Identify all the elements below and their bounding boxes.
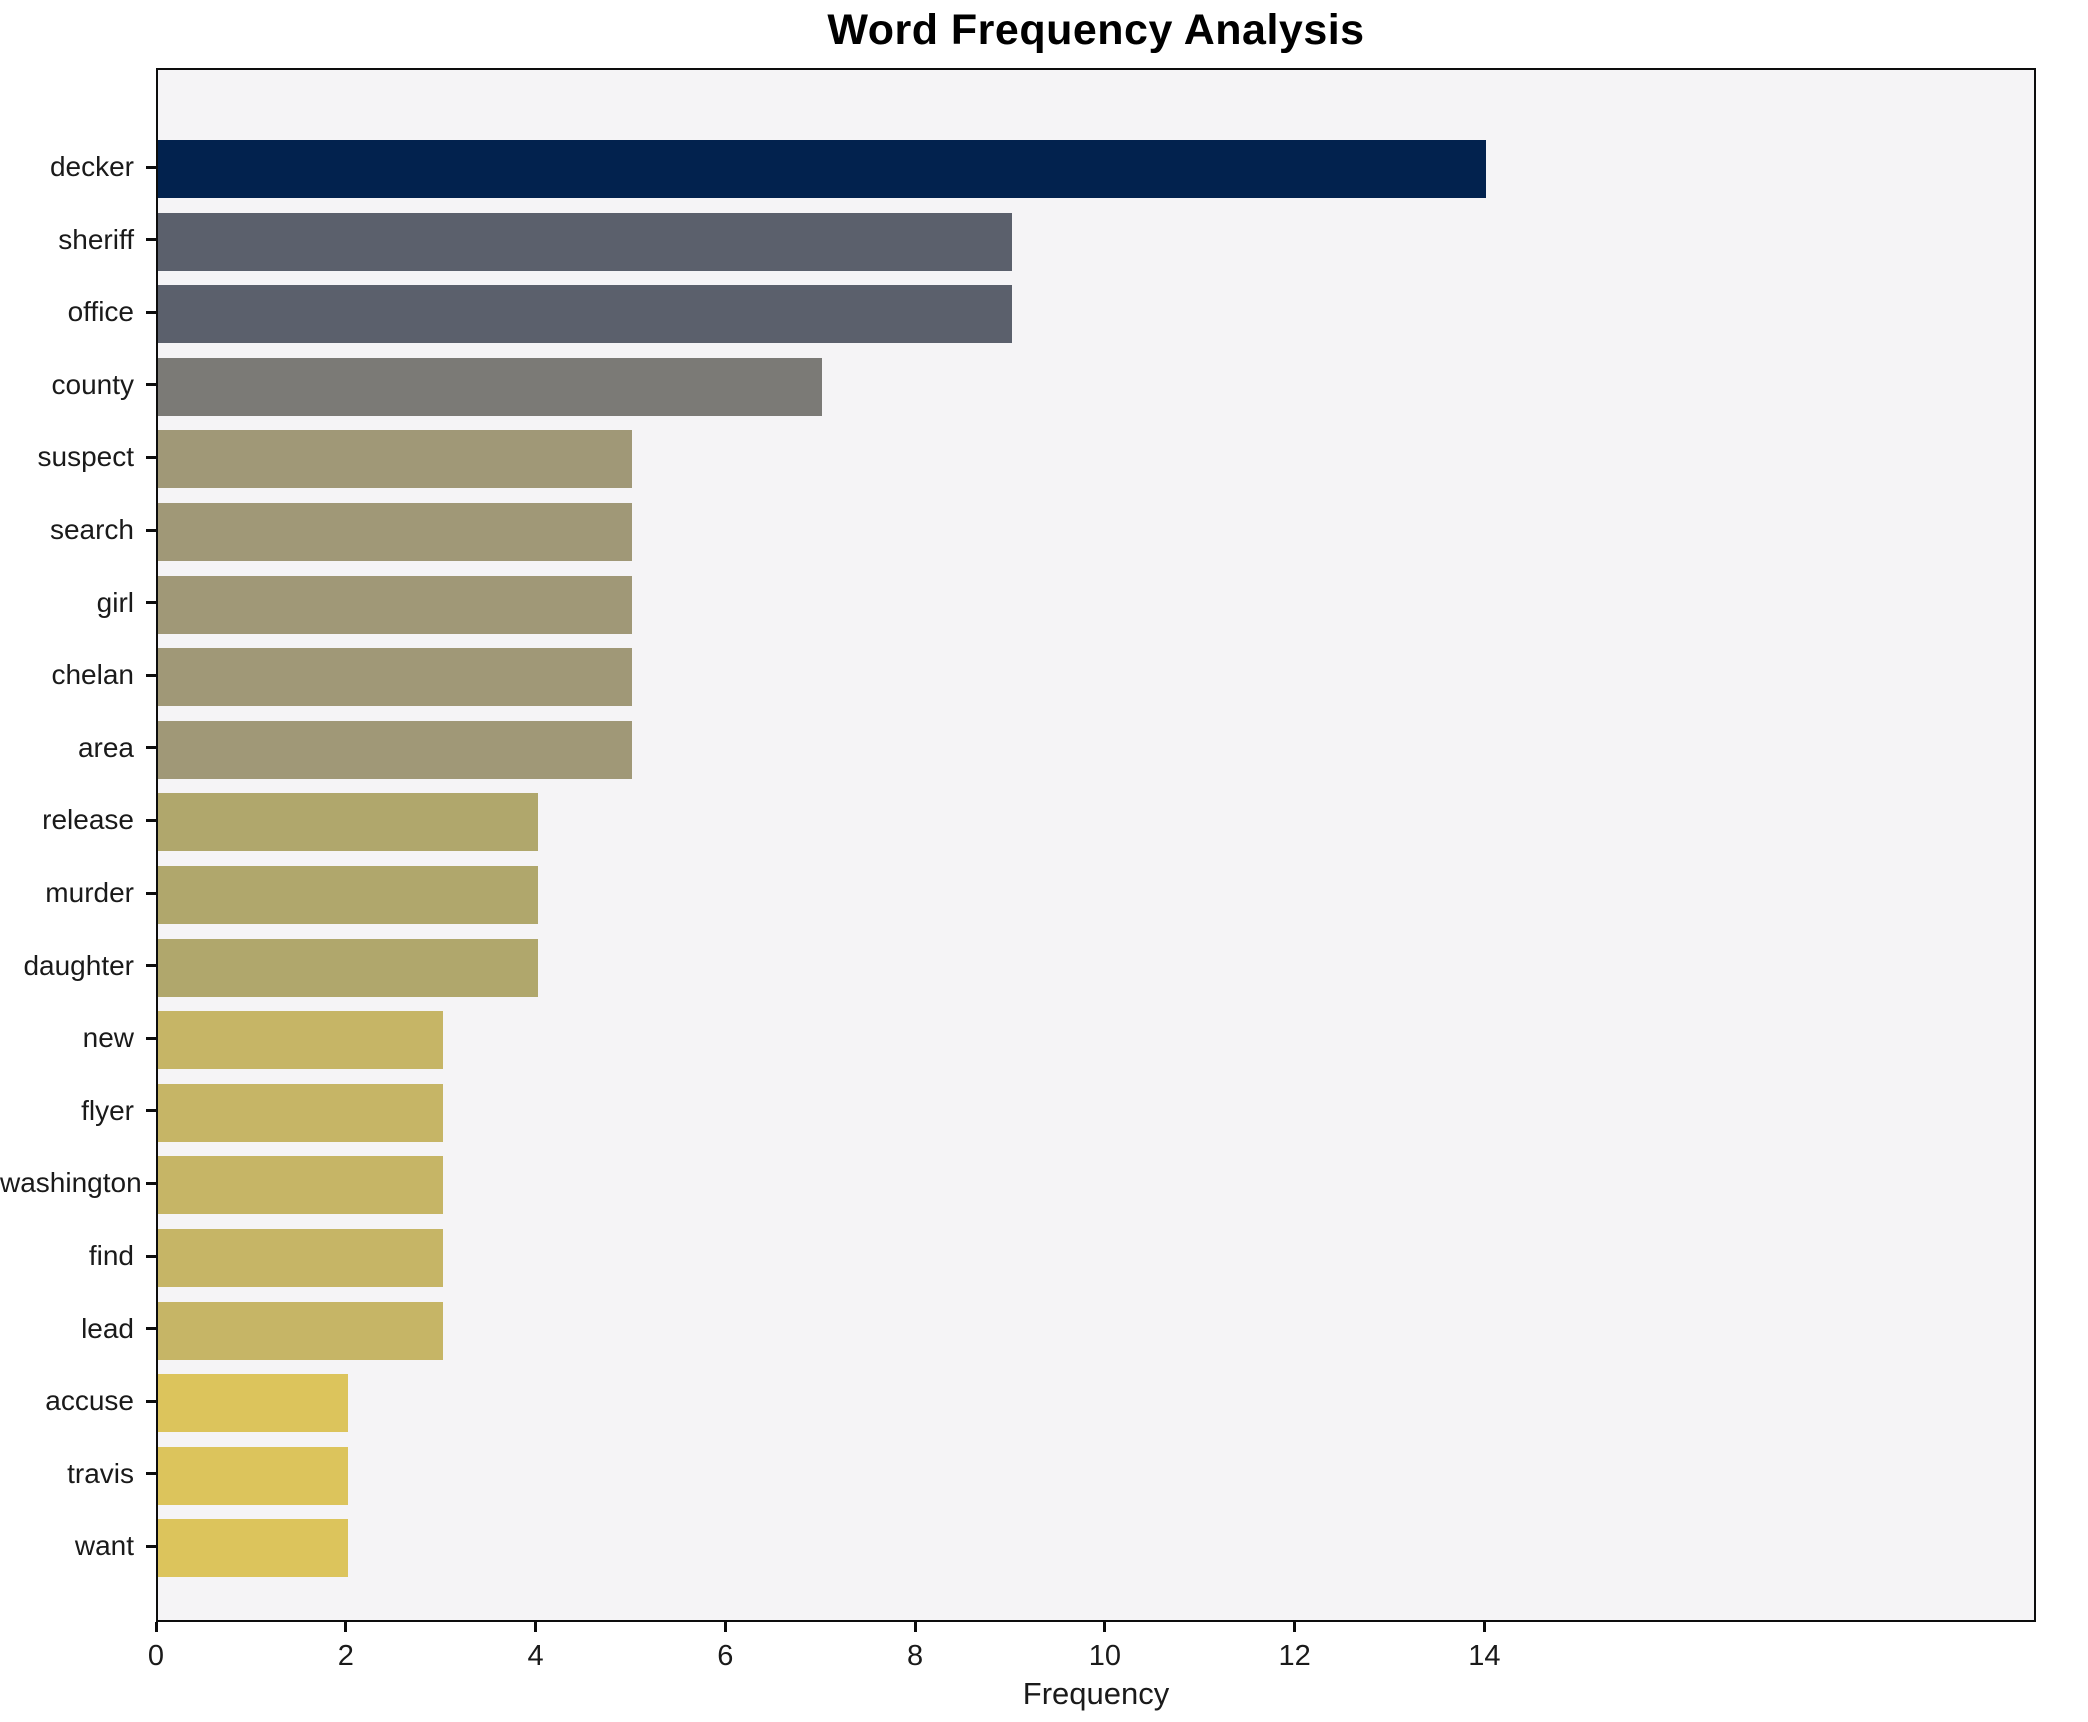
x-tick-label: 6 bbox=[717, 1640, 734, 1672]
bar-search bbox=[158, 503, 633, 561]
y-tick-label: washington bbox=[0, 1167, 142, 1199]
y-tick-label: flyer bbox=[81, 1094, 134, 1126]
y-tick-label: decker bbox=[49, 151, 134, 182]
bar-suspect bbox=[158, 430, 633, 489]
bar-lead bbox=[158, 1301, 443, 1360]
bar-washington bbox=[158, 1156, 443, 1215]
y-tick-mark bbox=[146, 1327, 156, 1331]
y-tick-label: area bbox=[77, 731, 134, 763]
y-tick-mark bbox=[146, 310, 156, 314]
y-tick-label: office bbox=[67, 296, 134, 328]
x-tick-label: 0 bbox=[147, 1640, 165, 1672]
x-tick-mark bbox=[913, 1622, 917, 1632]
y-tick-mark bbox=[146, 673, 156, 677]
bar-travis bbox=[158, 1446, 348, 1505]
bar-sheriff bbox=[158, 212, 1012, 271]
y-tick-mark bbox=[146, 1544, 156, 1548]
x-tick-label: 10 bbox=[1088, 1640, 1121, 1672]
y-tick-label: search bbox=[49, 514, 134, 545]
chart-title: Word Frequency Analysis bbox=[827, 6, 1365, 54]
y-tick-mark bbox=[146, 1254, 156, 1258]
y-tick-label: county bbox=[51, 368, 135, 400]
y-tick-label: daughter bbox=[23, 949, 134, 981]
y-tick-label: chelan bbox=[51, 659, 134, 691]
y-tick-label: want bbox=[74, 1530, 134, 1562]
bar-daughter bbox=[158, 938, 538, 997]
bar-chelan bbox=[158, 648, 633, 707]
bar-accuse bbox=[158, 1374, 348, 1433]
bar-girl bbox=[158, 575, 633, 634]
y-tick-mark bbox=[146, 455, 156, 459]
y-tick-mark bbox=[146, 1181, 156, 1185]
y-tick-mark bbox=[146, 383, 156, 387]
plot-area bbox=[156, 68, 2036, 1622]
y-tick-mark bbox=[146, 528, 156, 532]
bar-office bbox=[158, 285, 1012, 344]
bar-decker bbox=[158, 140, 1487, 198]
y-tick-mark bbox=[146, 238, 156, 242]
y-tick-mark bbox=[146, 165, 156, 169]
bar-county bbox=[158, 357, 823, 416]
x-tick-mark bbox=[1482, 1622, 1486, 1632]
bar-area bbox=[158, 720, 633, 779]
y-tick-mark bbox=[146, 891, 156, 895]
bar-release bbox=[158, 793, 538, 852]
x-tick-mark bbox=[1103, 1622, 1107, 1632]
y-tick-label: girl bbox=[96, 586, 134, 618]
bar-murder bbox=[158, 866, 538, 924]
y-tick-label: accuse bbox=[45, 1385, 134, 1417]
y-tick-mark bbox=[146, 818, 156, 822]
x-tick-mark bbox=[534, 1622, 538, 1632]
x-tick-label: 2 bbox=[337, 1640, 354, 1672]
x-tick-label: 4 bbox=[527, 1640, 544, 1672]
y-tick-mark bbox=[146, 1109, 156, 1113]
y-tick-label: travis bbox=[67, 1457, 134, 1489]
bar-want bbox=[158, 1519, 348, 1578]
x-tick-mark bbox=[344, 1622, 348, 1632]
y-tick-label: lead bbox=[81, 1312, 134, 1344]
x-tick-label: 8 bbox=[907, 1640, 924, 1672]
y-tick-mark bbox=[146, 1399, 156, 1403]
y-tick-label: sheriff bbox=[58, 223, 134, 255]
x-tick-label: 12 bbox=[1278, 1640, 1311, 1672]
y-tick-mark bbox=[146, 964, 156, 968]
x-tick-mark bbox=[723, 1622, 727, 1632]
bar-flyer bbox=[158, 1083, 443, 1142]
y-tick-mark bbox=[146, 601, 156, 605]
y-tick-label: suspect bbox=[37, 441, 135, 473]
y-tick-mark bbox=[146, 1036, 156, 1040]
bar-find bbox=[158, 1229, 443, 1287]
y-tick-label: murder bbox=[45, 877, 134, 908]
x-tick-mark bbox=[154, 1622, 158, 1632]
bar-new bbox=[158, 1011, 443, 1070]
x-tick-mark bbox=[1293, 1622, 1297, 1632]
x-axis-title: Frequency bbox=[1022, 1676, 1170, 1711]
y-tick-label: new bbox=[82, 1022, 134, 1054]
x-tick-label: 14 bbox=[1468, 1640, 1501, 1672]
y-tick-mark bbox=[146, 1472, 156, 1476]
y-tick-mark bbox=[146, 746, 156, 750]
y-tick-label: find bbox=[88, 1240, 134, 1271]
y-tick-label: release bbox=[42, 804, 134, 836]
